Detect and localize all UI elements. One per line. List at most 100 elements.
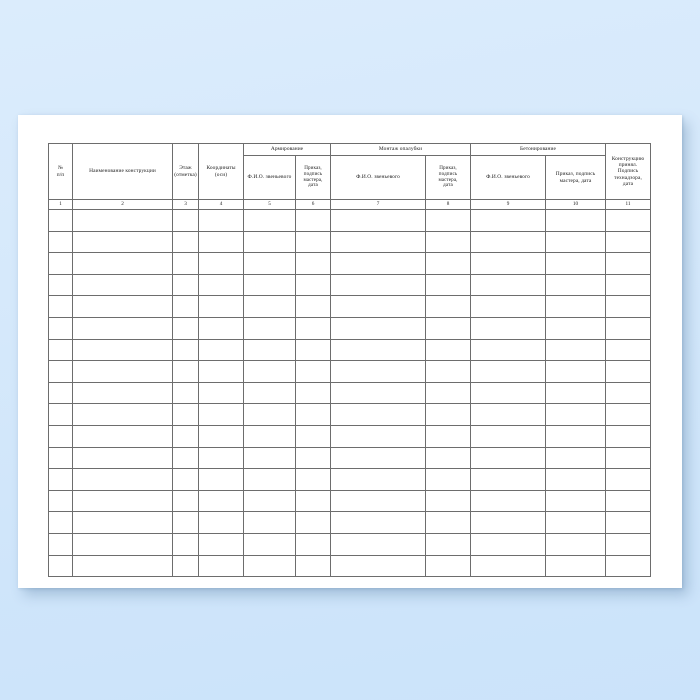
table-row[interactable]	[48, 273, 652, 297]
table-cell[interactable]	[243, 273, 296, 297]
table-cell[interactable]	[72, 273, 173, 297]
table-cell[interactable]	[330, 360, 427, 383]
table-cell[interactable]	[330, 424, 427, 448]
table-cell[interactable]	[545, 295, 607, 318]
table-cell[interactable]	[48, 381, 73, 405]
table-cell[interactable]	[243, 209, 296, 232]
table-cell[interactable]	[243, 403, 296, 426]
table-cell[interactable]	[605, 446, 652, 470]
table-cell[interactable]	[198, 468, 244, 491]
table-cell[interactable]	[243, 316, 296, 340]
table-row[interactable]	[48, 424, 652, 448]
table-cell[interactable]	[172, 295, 199, 318]
table-cell[interactable]	[72, 532, 173, 556]
table-cell[interactable]	[545, 209, 607, 232]
table-cell[interactable]	[172, 532, 199, 556]
table-cell[interactable]	[425, 532, 472, 556]
table-cell[interactable]	[243, 532, 296, 556]
table-cell[interactable]	[470, 252, 547, 275]
table-cell[interactable]	[330, 403, 427, 426]
table-row[interactable]	[48, 468, 652, 491]
table-cell[interactable]	[425, 554, 472, 578]
table-cell[interactable]	[470, 468, 547, 491]
table-cell[interactable]	[243, 511, 296, 534]
table-cell[interactable]	[294, 252, 332, 275]
table-cell[interactable]	[425, 360, 472, 383]
table-cell[interactable]	[172, 252, 199, 275]
table-cell[interactable]	[48, 360, 73, 383]
table-cell[interactable]	[243, 489, 296, 513]
table-cell[interactable]	[605, 209, 652, 232]
table-cell[interactable]	[470, 424, 547, 448]
table-cell[interactable]	[48, 209, 73, 232]
table-cell[interactable]	[330, 209, 427, 232]
table-cell[interactable]	[198, 209, 244, 232]
table-cell[interactable]	[425, 295, 472, 318]
table-cell[interactable]	[198, 403, 244, 426]
table-cell[interactable]	[198, 532, 244, 556]
table-cell[interactable]	[470, 338, 547, 362]
table-cell[interactable]	[330, 489, 427, 513]
table-cell[interactable]	[48, 316, 73, 340]
table-cell[interactable]	[330, 230, 427, 254]
table-cell[interactable]	[72, 295, 173, 318]
table-cell[interactable]	[545, 511, 607, 534]
table-cell[interactable]	[198, 554, 244, 578]
table-cell[interactable]	[48, 532, 73, 556]
table-cell[interactable]	[330, 511, 427, 534]
table-cell[interactable]	[605, 338, 652, 362]
table-cell[interactable]	[72, 554, 173, 578]
table-cell[interactable]	[72, 209, 173, 232]
table-cell[interactable]	[243, 381, 296, 405]
table-cell[interactable]	[470, 230, 547, 254]
table-cell[interactable]	[294, 554, 332, 578]
table-cell[interactable]	[243, 338, 296, 362]
table-cell[interactable]	[605, 403, 652, 426]
table-row[interactable]	[48, 316, 652, 340]
table-cell[interactable]	[605, 489, 652, 513]
table-cell[interactable]	[605, 511, 652, 534]
table-cell[interactable]	[294, 338, 332, 362]
table-cell[interactable]	[470, 554, 547, 578]
table-cell[interactable]	[198, 338, 244, 362]
table-cell[interactable]	[425, 230, 472, 254]
table-row[interactable]	[48, 338, 652, 362]
table-cell[interactable]	[470, 403, 547, 426]
table-cell[interactable]	[198, 230, 244, 254]
table-cell[interactable]	[243, 424, 296, 448]
table-row[interactable]	[48, 230, 652, 254]
table-cell[interactable]	[172, 511, 199, 534]
table-cell[interactable]	[545, 316, 607, 340]
table-cell[interactable]	[605, 316, 652, 340]
table-cell[interactable]	[425, 209, 472, 232]
table-cell[interactable]	[198, 489, 244, 513]
table-cell[interactable]	[172, 424, 199, 448]
table-cell[interactable]	[545, 230, 607, 254]
table-cell[interactable]	[545, 360, 607, 383]
table-cell[interactable]	[330, 273, 427, 297]
table-cell[interactable]	[48, 489, 73, 513]
table-cell[interactable]	[330, 316, 427, 340]
table-cell[interactable]	[198, 381, 244, 405]
table-cell[interactable]	[172, 403, 199, 426]
table-cell[interactable]	[72, 511, 173, 534]
table-cell[interactable]	[470, 295, 547, 318]
table-cell[interactable]	[198, 511, 244, 534]
table-cell[interactable]	[172, 230, 199, 254]
table-cell[interactable]	[48, 295, 73, 318]
table-cell[interactable]	[72, 403, 173, 426]
table-cell[interactable]	[48, 403, 73, 426]
table-cell[interactable]	[48, 468, 73, 491]
table-cell[interactable]	[198, 252, 244, 275]
table-row[interactable]	[48, 252, 652, 275]
table-cell[interactable]	[243, 554, 296, 578]
table-cell[interactable]	[425, 316, 472, 340]
table-cell[interactable]	[72, 360, 173, 383]
table-cell[interactable]	[330, 338, 427, 362]
table-cell[interactable]	[72, 252, 173, 275]
table-cell[interactable]	[425, 468, 472, 491]
table-cell[interactable]	[545, 532, 607, 556]
table-cell[interactable]	[605, 230, 652, 254]
table-cell[interactable]	[172, 316, 199, 340]
table-row[interactable]	[48, 403, 652, 426]
